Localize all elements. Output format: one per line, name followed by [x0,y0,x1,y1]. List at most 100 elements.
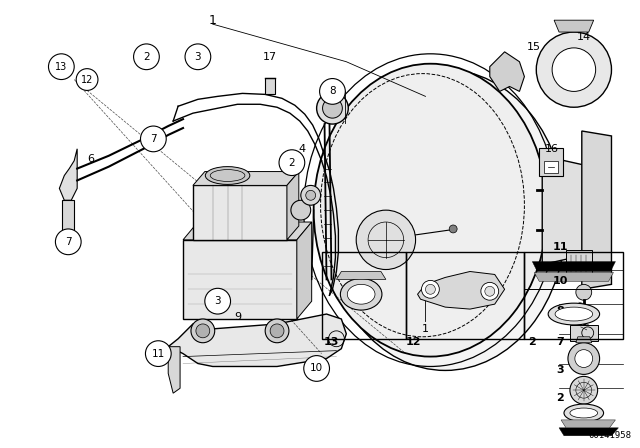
Text: 15: 15 [527,42,541,52]
Text: 13: 13 [324,337,339,347]
Circle shape [265,319,289,343]
Text: 3: 3 [195,52,201,62]
Ellipse shape [314,64,547,357]
Circle shape [536,32,611,107]
Ellipse shape [570,408,598,418]
Circle shape [291,200,310,220]
Text: 12: 12 [81,74,93,85]
Circle shape [449,225,457,233]
Circle shape [270,324,284,338]
Circle shape [575,349,593,367]
Circle shape [319,78,346,104]
Text: 7: 7 [65,237,72,247]
Text: 9: 9 [234,312,241,322]
Circle shape [301,185,321,205]
Circle shape [576,284,592,300]
Polygon shape [168,347,180,393]
Polygon shape [554,20,594,32]
Text: 2: 2 [143,52,150,62]
Circle shape [570,376,598,404]
Circle shape [134,44,159,69]
Text: 5: 5 [291,166,298,176]
Polygon shape [62,200,74,248]
Text: 13: 13 [55,62,67,72]
Bar [321,252,406,339]
Text: 00141958: 00141958 [589,431,632,439]
Circle shape [205,289,230,314]
Polygon shape [193,172,299,185]
Text: 4: 4 [298,144,305,154]
Text: 1: 1 [422,324,429,334]
Polygon shape [183,222,312,240]
Circle shape [422,280,439,298]
Circle shape [481,282,499,300]
Text: 2: 2 [529,337,536,347]
Circle shape [191,319,214,343]
Circle shape [279,150,305,176]
Text: 12: 12 [406,337,421,347]
Polygon shape [559,428,618,436]
Circle shape [304,356,330,381]
Text: 1: 1 [209,14,217,27]
Polygon shape [582,131,611,289]
Text: 2: 2 [289,158,295,168]
Text: 14: 14 [577,32,591,42]
Text: 2: 2 [556,393,564,403]
Bar [570,325,598,341]
Circle shape [145,341,171,366]
Polygon shape [417,271,504,309]
Circle shape [323,99,342,118]
Text: 16: 16 [545,144,559,154]
Circle shape [196,324,210,338]
Text: 8: 8 [556,306,564,316]
Bar [524,252,623,339]
Circle shape [76,69,98,90]
Text: 10: 10 [552,276,568,286]
Polygon shape [297,222,312,319]
Circle shape [56,229,81,254]
Polygon shape [561,420,616,428]
Text: 10: 10 [310,363,323,374]
Bar [183,240,297,319]
Text: 11: 11 [152,349,165,358]
Bar [406,252,524,339]
Bar [540,148,563,176]
Text: 8: 8 [329,86,336,96]
Circle shape [552,48,596,91]
Ellipse shape [548,303,600,325]
Circle shape [306,190,316,200]
Text: 7: 7 [150,134,157,144]
FancyBboxPatch shape [566,250,592,273]
Polygon shape [542,156,587,265]
Text: 3: 3 [556,366,564,375]
Circle shape [317,92,348,124]
Bar [193,185,287,240]
Circle shape [185,44,211,69]
Polygon shape [576,337,592,343]
Ellipse shape [348,284,375,304]
Polygon shape [287,172,299,240]
Polygon shape [534,272,614,281]
Text: 3: 3 [214,296,221,306]
Circle shape [356,210,415,270]
Ellipse shape [555,307,593,321]
Circle shape [141,126,166,152]
Text: 11: 11 [552,242,568,252]
Polygon shape [532,262,616,271]
Text: 17: 17 [263,52,277,62]
Ellipse shape [564,404,604,422]
Circle shape [49,54,74,80]
Circle shape [485,286,495,296]
Polygon shape [60,149,77,200]
Circle shape [568,343,600,375]
Polygon shape [168,314,346,366]
Text: 7: 7 [556,337,564,347]
Polygon shape [490,52,524,91]
Ellipse shape [205,167,250,185]
Polygon shape [265,78,275,95]
Bar [544,161,558,172]
Ellipse shape [340,278,382,310]
Ellipse shape [324,69,566,370]
Circle shape [426,284,435,294]
Text: 6: 6 [88,154,95,164]
